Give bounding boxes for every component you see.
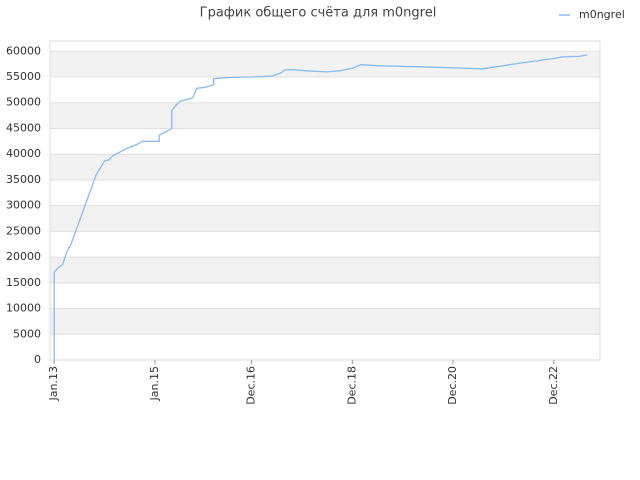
y-tick-label: 15000	[6, 276, 41, 289]
chart-title: График общего счёта для m0ngrel	[200, 6, 437, 21]
grid-band	[50, 205, 600, 232]
x-tick-label: Dec.22	[547, 366, 560, 405]
legend-label: m0ngrel	[579, 8, 625, 21]
y-tick-label: 60000	[6, 44, 41, 57]
x-tick-label: Jan.15	[148, 366, 161, 401]
y-tick-label: 5000	[13, 327, 41, 340]
x-tick-label: Dec.18	[345, 366, 358, 405]
y-tick-label: 10000	[6, 302, 41, 315]
y-tick-label: 50000	[6, 96, 41, 109]
x-tick-label: Dec.16	[245, 366, 258, 405]
grid-band	[50, 102, 600, 129]
y-tick-label: 20000	[6, 250, 41, 263]
y-tick-label: 25000	[6, 224, 41, 237]
grid-band	[50, 154, 600, 180]
grid-band	[50, 51, 600, 78]
x-tick-label: Dec.20	[446, 366, 459, 405]
y-tick-label: 40000	[6, 147, 41, 160]
grid-band	[50, 257, 600, 283]
line	[53, 54, 588, 360]
grid-band	[50, 308, 600, 335]
plot-frame	[49, 40, 601, 361]
y-tick-label: 45000	[6, 121, 41, 134]
y-tick-label: 55000	[6, 70, 41, 83]
y-tick-label: 35000	[6, 173, 41, 186]
y-tick-label: 30000	[6, 199, 41, 212]
x-tick-label: Jan.13	[47, 366, 60, 401]
y-tick-label: 0	[34, 353, 41, 366]
